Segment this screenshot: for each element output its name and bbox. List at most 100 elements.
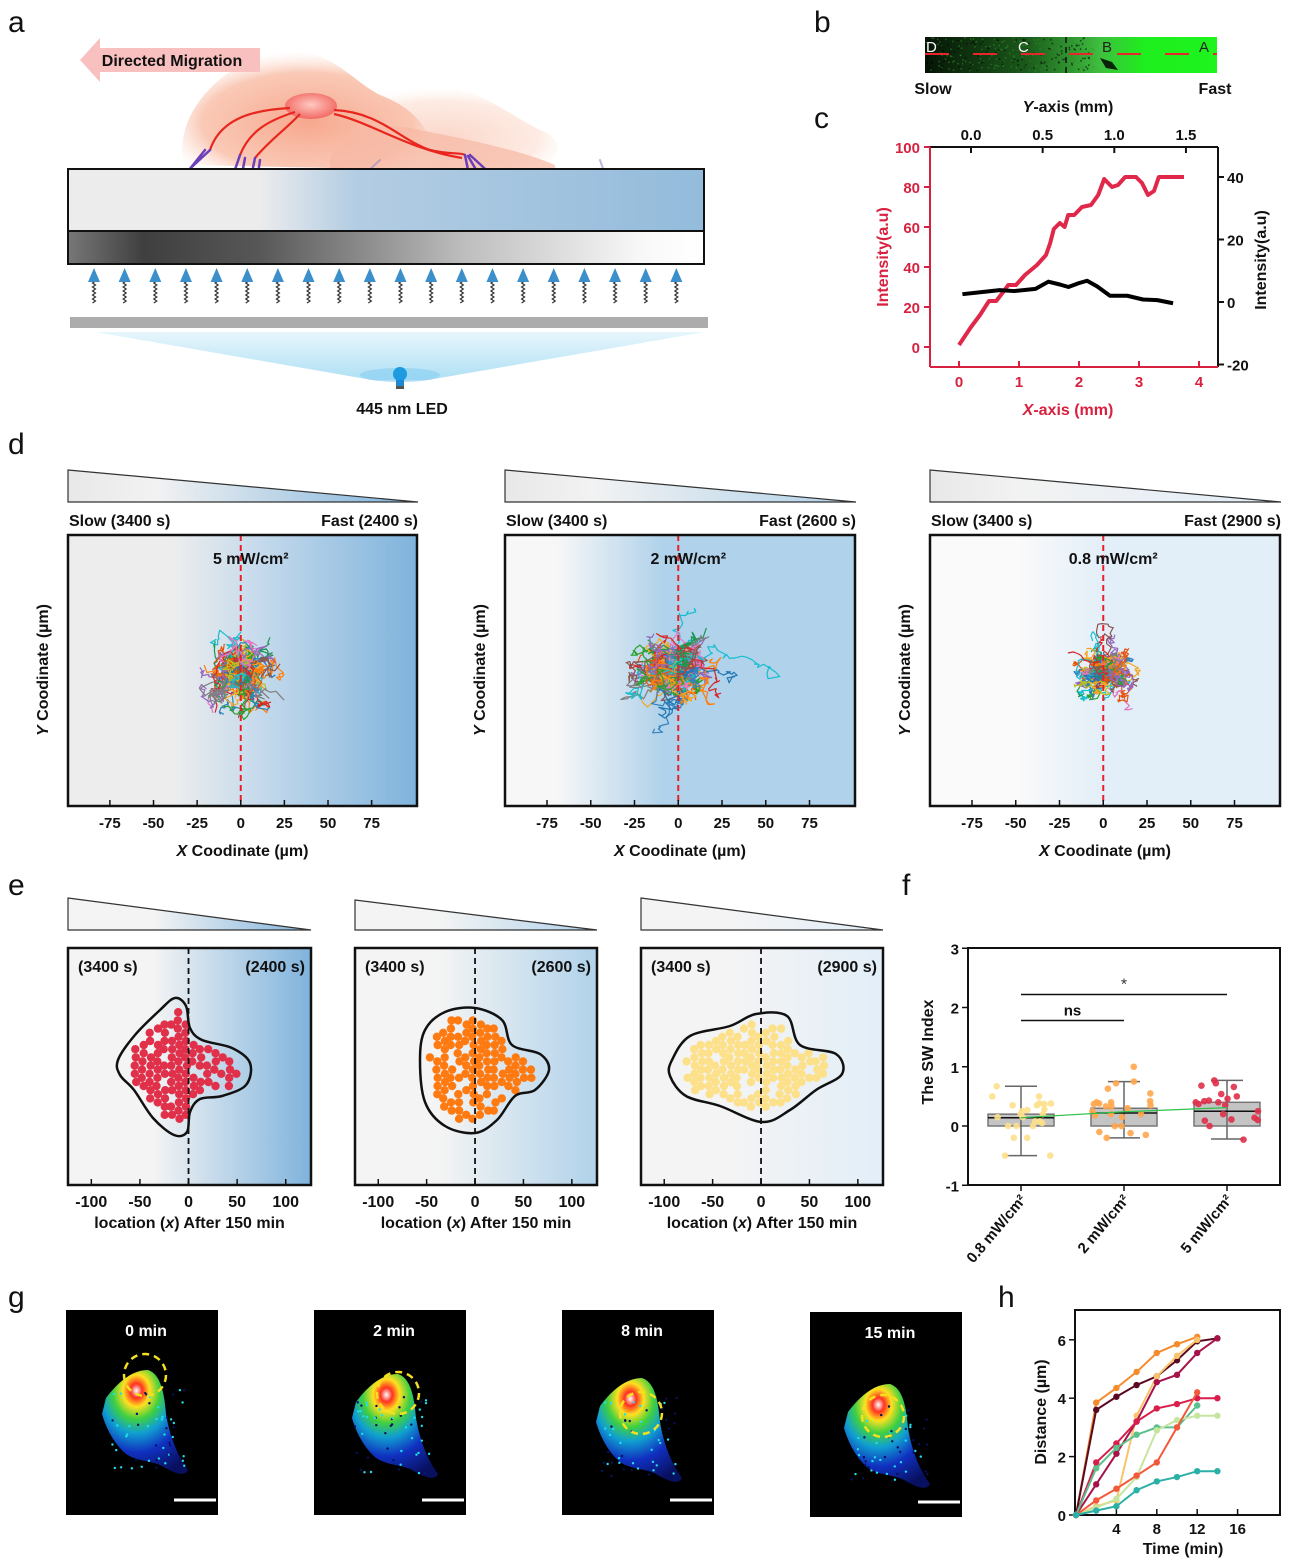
g-heatmap-speck [119,1466,123,1469]
fluorescence-speck [1088,56,1091,59]
g-heatmap-speck [657,1438,660,1442]
wavy-light-arrow-stem [643,280,649,304]
marker-d: D [926,39,937,56]
h-series-marker [1173,1473,1181,1481]
cell-position-dot [768,1040,777,1050]
light-arrow-head [425,268,438,282]
g-heatmap-speck [645,1409,648,1412]
cell-position-dot [433,1040,442,1050]
fluorescence-speck [1024,64,1027,66]
g-protrusion-circle [122,1352,168,1398]
fluorescence-speck [979,57,982,60]
cell-position-dot [697,1049,707,1058]
fluorescence-speck [1037,39,1039,41]
fluorescence-speck [1049,39,1052,41]
cell-position-dot [818,1069,828,1079]
cell-position-dot [769,1065,778,1074]
cell-position-dot [433,1073,442,1083]
cell-position-dot [160,1094,170,1103]
cell-position-dot [511,1069,520,1079]
cell-position-dot [791,1065,800,1074]
g-heatmap-speck [125,1433,129,1436]
h-series-marker [1093,1497,1100,1504]
g-heatmap-speck [365,1403,369,1407]
cell-position-dot [168,1069,177,1079]
cell-position-dot [704,1057,714,1066]
g-heatmap-speck [163,1433,166,1436]
panel-label-e: e [8,869,25,902]
panel-f-sw-index-boxplot: The SW Index -1 0 1 2 3 0.8 mW/cm² 2 mW/cm² 5 m… [920,941,1281,1266]
x-axis-title-post: ) After 150 min [461,1215,572,1232]
g-heatmap-speck [666,1438,670,1441]
h-y-axis-title: Distance (µm) [1033,1359,1050,1464]
cell-position-dot [204,1077,213,1087]
fluorescence-speck [1054,70,1057,72]
c-bottom-tick-label: 2 [1075,374,1083,391]
cell-position-dot [819,1061,829,1070]
light-arrow-head [363,268,376,282]
g-heatmap-speck [865,1419,869,1423]
cell-position-dot [167,1036,177,1046]
panel-b-fluorescence-strip: D C B A Slow Fast [914,37,1232,98]
cell-trajectory [662,674,697,706]
fluorescence-speck [994,47,997,50]
c-left-tick-label: 20 [903,300,920,317]
x-axis-title: X Coodinate (µm) [176,843,309,860]
cell-position-dot [710,1061,720,1070]
cell-position-dot [174,1106,183,1115]
x-tick-label: -75 [961,815,983,832]
cell-position-dot [175,1040,184,1050]
led-diffuser-plate [70,317,708,328]
g-heatmap-speck [622,1468,625,1471]
g-heatmap-speck [673,1412,677,1415]
g-heatmap-speck [667,1427,671,1430]
g-heatmap-speck [665,1397,668,1400]
h-series-line [1075,1337,1218,1516]
fluorescence-speck [1050,47,1053,50]
d-subplot-1: Slow (3400 s) Fast (2400 s) 5 mW/cm² -75 -50… [35,469,419,860]
fluorescence-speck [993,38,996,41]
cell-position-dot [160,1028,170,1038]
fluorescence-speck [997,49,1000,52]
g-heatmap-speck [183,1464,186,1467]
fluorescence-speck [958,45,960,47]
g-heatmap-speck [907,1409,910,1412]
f-data-point [1046,1152,1054,1159]
cell-position-dot [468,1081,478,1091]
fluorescence-speck [1042,62,1045,65]
fluorescence-speck [932,37,935,40]
fluorescence-speck [939,41,941,43]
fluorescence-speck [1015,39,1017,41]
g-heatmap-speck [867,1466,870,1469]
g-heatmap-speck [652,1469,655,1472]
x-axis-title-pre: location ( [381,1215,453,1232]
dark-spot [1100,58,1118,70]
cell-position-dot [490,1040,499,1050]
fluorescence-speck [1059,55,1061,57]
cell-position-dot [462,1061,471,1070]
fluorescence-speck [958,66,960,68]
cell-trajectory [207,676,243,704]
fluorescence-speck [1081,43,1084,45]
cell-position-dot [225,1073,234,1083]
fluorescence-speck [1012,37,1015,39]
cell-position-dot [475,1061,484,1070]
cell-trajectory [625,656,682,683]
cell-position-dot [476,1102,485,1111]
g-heatmap-speck [419,1400,423,1403]
cell-position-dot [482,1090,492,1099]
g-heatmap-speck [125,1435,128,1438]
g-heatmap-speck [116,1424,119,1427]
g-cell-heatmap [596,1378,682,1482]
fluorescence-speck [937,43,939,46]
g-heatmap-speck [365,1415,369,1419]
g-heatmap-speck [112,1392,116,1396]
cell-position-dot [490,1049,499,1058]
h-series-marker [1194,1349,1201,1357]
g-heatmap-speck [136,1423,140,1427]
fluorescence-speck [1068,48,1071,51]
fluorescence-speck [981,62,983,64]
fluorescence-speck [1082,38,1084,40]
fluorescence-speck [948,52,950,54]
